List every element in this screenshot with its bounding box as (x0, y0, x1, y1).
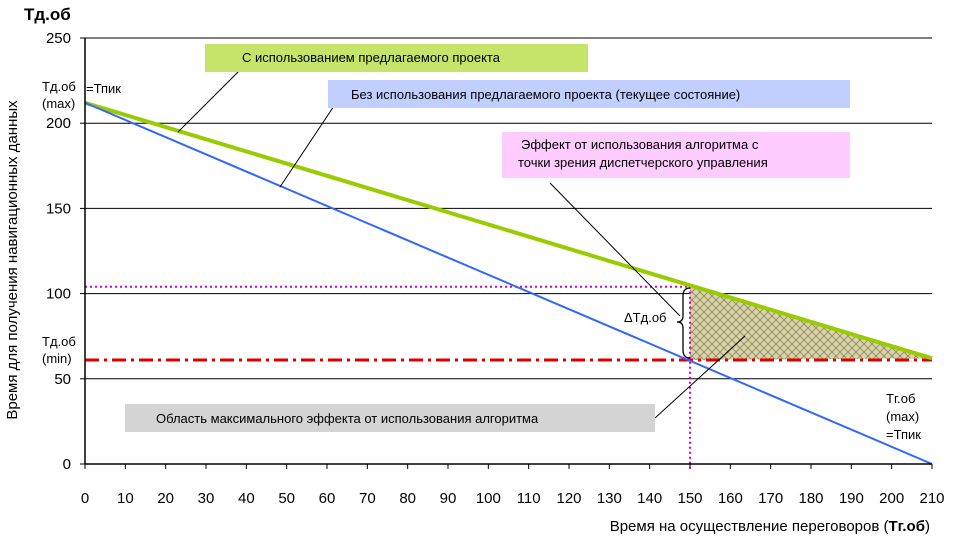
callout-with-project-text: С использованием предлагаемого проекта (242, 50, 501, 65)
x-tick-label: 60 (319, 490, 336, 507)
callout-max-area-text: Область максимального эффекта от использ… (156, 411, 539, 426)
x-tick-label: 190 (839, 490, 864, 507)
x-tick-label: 50 (278, 490, 295, 507)
tgmax-label-1: Тг.об (886, 391, 915, 406)
y-tick-label: 150 (46, 200, 71, 217)
x-tick-label: 0 (81, 490, 89, 507)
callout-effect-text-1: Эффект от использования алгоритма с (521, 137, 759, 152)
x-tick-label: 160 (718, 490, 743, 507)
x-axis-label: Время на осуществление переговоров (Тг.о… (610, 518, 930, 535)
x-tick-label: 150 (677, 490, 702, 507)
y-tick-label: 200 (46, 115, 71, 132)
x-tick-label: 70 (359, 490, 376, 507)
tmin-label-2: (min) (42, 351, 72, 366)
x-tick-label: 140 (637, 490, 662, 507)
tgmax-label-3: =Тпик (886, 427, 921, 442)
x-tick-label: 90 (440, 490, 457, 507)
gridlines (80, 37, 933, 469)
y-tick-label: 100 (46, 286, 71, 303)
x-tick-label: 200 (879, 490, 904, 507)
callout-box-effect (502, 132, 850, 178)
y-tick-labels: 0 50 100 150 200 250 (46, 30, 71, 473)
tmin-label-1: Тд.об (42, 334, 76, 349)
x-axis-label-main: Время на осуществление переговоров ( (610, 518, 889, 535)
callout-effect-text-2: точки зрения диспетчерского управления (518, 155, 768, 170)
x-tick-label: 30 (198, 490, 215, 507)
y-tick-label: 50 (54, 371, 71, 388)
x-tick-label: 100 (476, 490, 501, 507)
x-tick-label: 10 (117, 490, 134, 507)
x-tick-label: 130 (597, 490, 622, 507)
callout-box-without-project (328, 80, 850, 108)
callout-box-max-area (125, 404, 655, 432)
chart-title: Тд.об (24, 5, 71, 24)
tmax-label-2: (max) (42, 96, 75, 111)
x-axis-label-close: ) (925, 518, 930, 535)
tgmax-label-2: (max) (886, 409, 919, 424)
x-tick-label: 110 (517, 490, 541, 507)
x-tick-label: 180 (798, 490, 823, 507)
delta-label: ΔТд.об (624, 310, 667, 325)
tmax-label-3: =Тпик (86, 81, 121, 96)
series-line-with-project (84, 100, 933, 361)
callout-box-with-project (205, 44, 588, 72)
leader-gray (654, 335, 746, 419)
y-axis-label: Время для получения навигационных данных (4, 100, 21, 420)
x-tick-label: 40 (238, 490, 255, 507)
x-tick-labels: 0 10 20 30 40 50 60 70 80 90 100 110 120 130 140 150 160… (81, 490, 945, 507)
callout-leaders (177, 66, 830, 419)
delta-brace (676, 287, 691, 359)
x-tick-label: 170 (758, 490, 783, 507)
x-tick-label: 80 (399, 490, 416, 507)
callout-without-project-text: Без использования предлагаемого проекта … (351, 87, 740, 102)
x-tick-label: 210 (919, 490, 944, 507)
leader-pink (549, 182, 681, 317)
x-axis-label-bold: Тг.об (888, 518, 925, 535)
series-line-without-project (84, 101, 933, 465)
y-tick-label: 0 (63, 456, 71, 473)
y-tick-label: 250 (46, 30, 71, 47)
tmax-label-1: Тд.об (42, 79, 76, 94)
x-tick-label: 120 (556, 490, 581, 507)
x-tick-label: 20 (157, 490, 174, 507)
